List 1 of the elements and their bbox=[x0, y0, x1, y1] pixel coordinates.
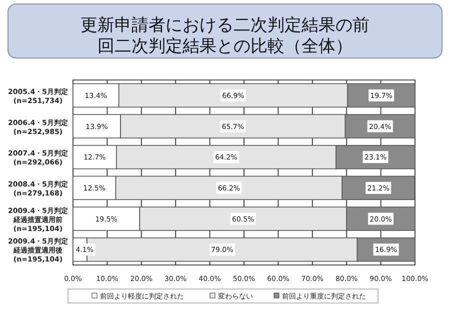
chart-title: 更新申請者における二次判定結果の前回二次判定結果との比較（全体） bbox=[80, 15, 370, 56]
